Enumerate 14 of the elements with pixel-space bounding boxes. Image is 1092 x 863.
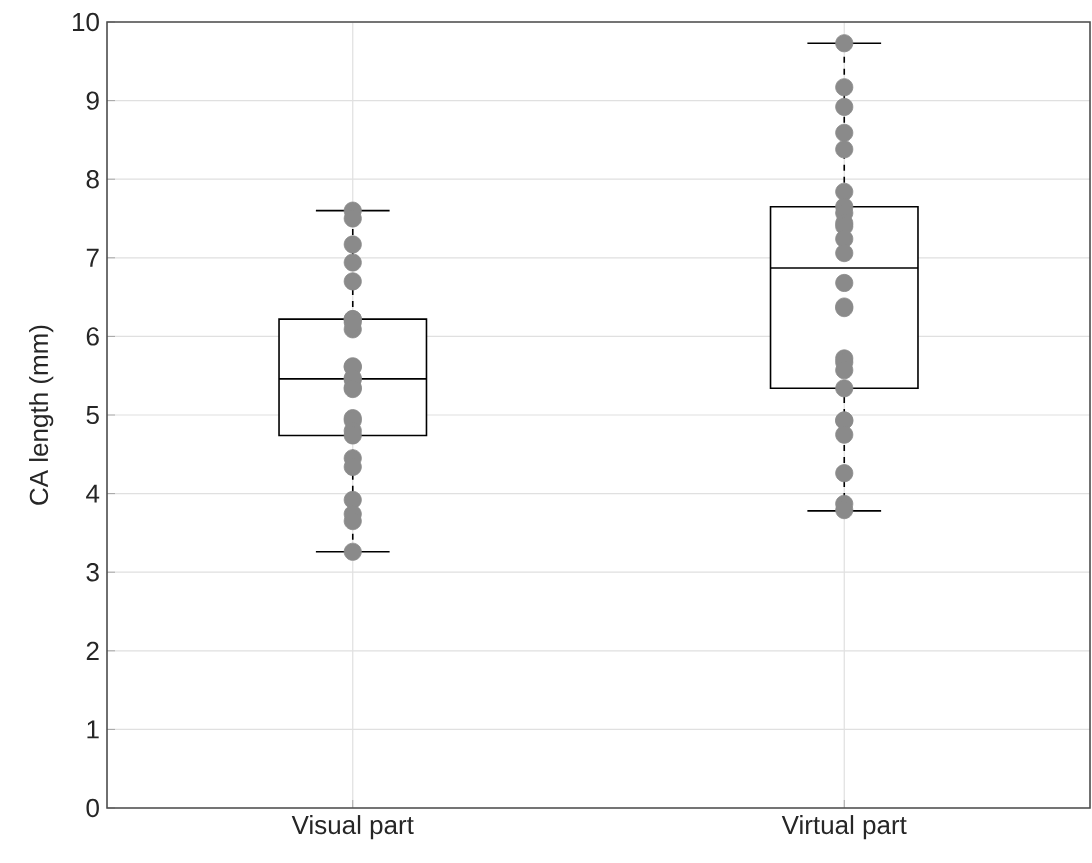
y-tick-label: 1 bbox=[87, 720, 99, 739]
x-tick-label: Virtual part bbox=[781, 815, 907, 840]
y-tick-label: 3 bbox=[86, 563, 99, 582]
y-tick-label: 4 bbox=[86, 484, 100, 503]
y-axis-title: CA length (mm) bbox=[29, 325, 54, 505]
y-tick-label: 6 bbox=[86, 327, 99, 346]
y-tick-label: 10 bbox=[72, 12, 99, 32]
y-tick-label: 7 bbox=[86, 248, 99, 267]
y-tick-label: 8 bbox=[86, 170, 99, 189]
y-tick-label: 0 bbox=[86, 798, 99, 818]
y-tick-label: 5 bbox=[86, 405, 99, 425]
y-tick-label: 2 bbox=[86, 641, 99, 660]
x-tick-label: Visual part bbox=[291, 815, 414, 840]
y-tick-label: 9 bbox=[86, 91, 99, 110]
